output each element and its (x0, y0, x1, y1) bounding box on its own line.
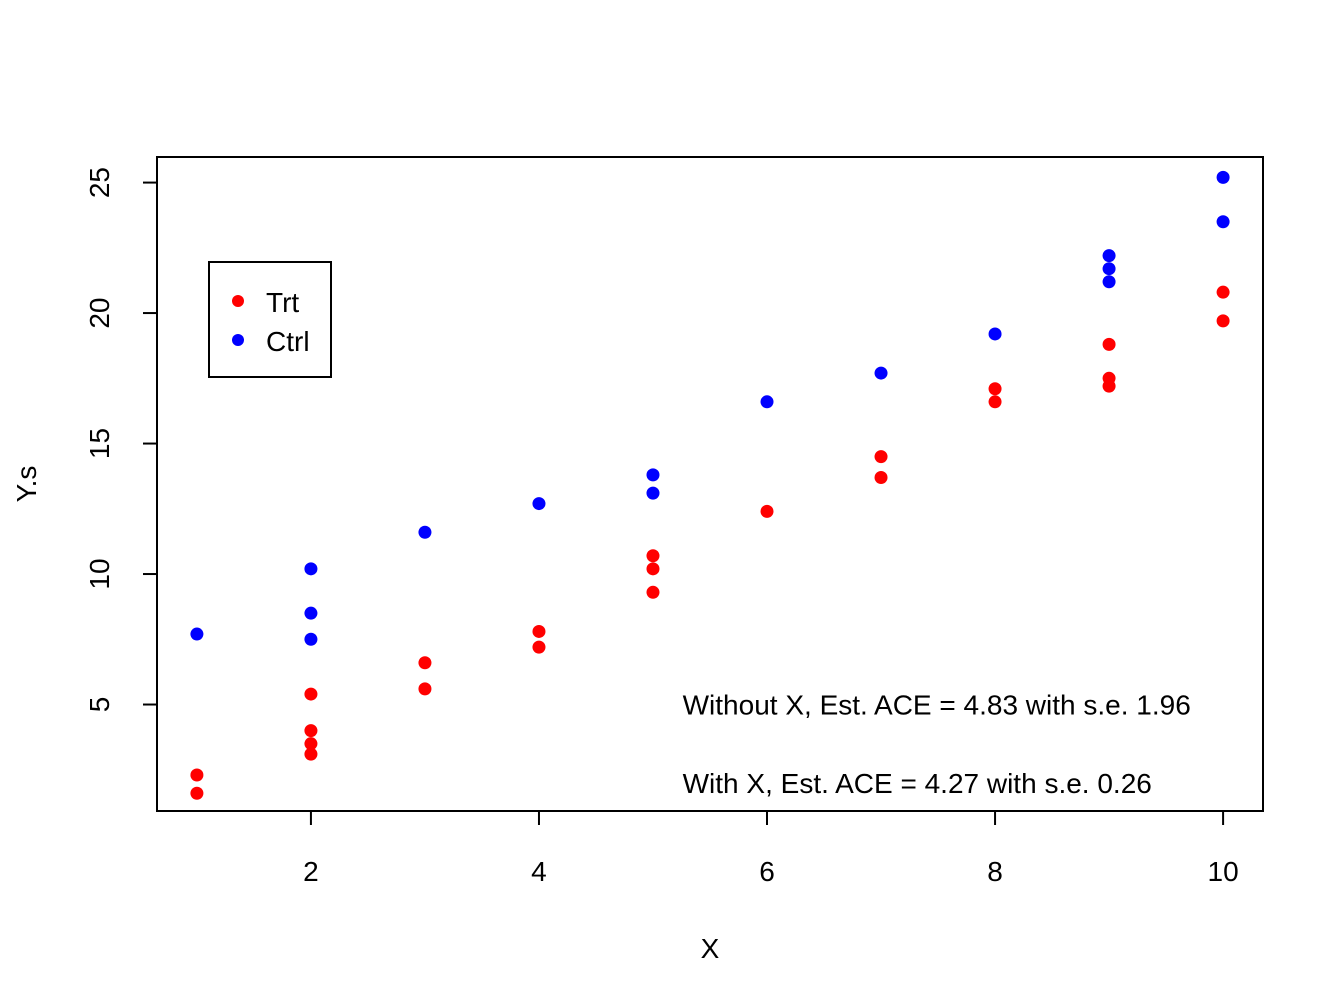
point-ctrl (760, 395, 774, 409)
x-tick-label: 6 (759, 856, 775, 887)
point-trt (304, 724, 318, 738)
point-trt (874, 450, 888, 464)
annotation-text-2: With X, Est. ACE = 4.27 with s.e. 0.26 (683, 768, 1152, 799)
point-ctrl (988, 327, 1002, 341)
point-trt (532, 640, 546, 654)
y-tick-label: 10 (84, 558, 115, 589)
y-tick-label: 25 (84, 167, 115, 198)
point-trt (646, 549, 660, 563)
point-trt (1102, 337, 1116, 351)
point-trt (304, 687, 318, 701)
point-trt (646, 562, 660, 576)
point-ctrl (190, 627, 204, 641)
point-ctrl (1216, 170, 1230, 184)
legend: Trt Ctrl (208, 261, 332, 378)
y-tick-label: 5 (84, 697, 115, 713)
legend-label-trt: Trt (266, 287, 299, 318)
point-ctrl (1102, 262, 1116, 276)
annotation-text-1: Without X, Est. ACE = 4.83 with s.e. 1.9… (683, 690, 1191, 721)
point-trt (760, 504, 774, 518)
y-axis-title: Y.s (11, 466, 42, 503)
point-trt (1216, 285, 1230, 299)
legend-marker-ctrl (232, 334, 244, 346)
point-ctrl (304, 606, 318, 620)
point-ctrl (304, 562, 318, 576)
x-tick-label: 2 (303, 856, 319, 887)
point-ctrl (874, 366, 888, 380)
legend-label-ctrl: Ctrl (266, 326, 310, 357)
point-ctrl (646, 468, 660, 482)
point-trt (190, 768, 204, 782)
x-axis: 2 4 6 8 10 (303, 810, 1239, 887)
point-trt (304, 737, 318, 751)
x-tick-label: 8 (987, 856, 1003, 887)
point-trt (190, 786, 204, 800)
point-trt (988, 395, 1002, 409)
point-trt (418, 656, 432, 670)
point-ctrl (304, 632, 318, 646)
point-trt (304, 747, 318, 761)
point-ctrl (1102, 275, 1116, 289)
point-ctrl (646, 486, 660, 500)
point-trt (1216, 314, 1230, 328)
point-ctrl (1216, 215, 1230, 229)
point-ctrl (1102, 249, 1116, 263)
point-trt (646, 585, 660, 599)
y-tick-label: 15 (84, 428, 115, 459)
point-ctrl (418, 525, 432, 539)
y-tick-label: 20 (84, 297, 115, 328)
x-axis-title: X (701, 933, 720, 964)
x-tick-label: 4 (531, 856, 547, 887)
point-trt (532, 624, 546, 638)
point-ctrl (532, 497, 546, 511)
point-trt (874, 470, 888, 484)
point-trt (1102, 379, 1116, 393)
y-axis: 5 10 15 20 25 (84, 167, 158, 713)
legend-marker-trt (232, 295, 244, 307)
x-tick-label: 10 (1208, 856, 1239, 887)
point-trt (418, 682, 432, 696)
point-trt (988, 382, 1002, 396)
legend-box (208, 261, 332, 378)
